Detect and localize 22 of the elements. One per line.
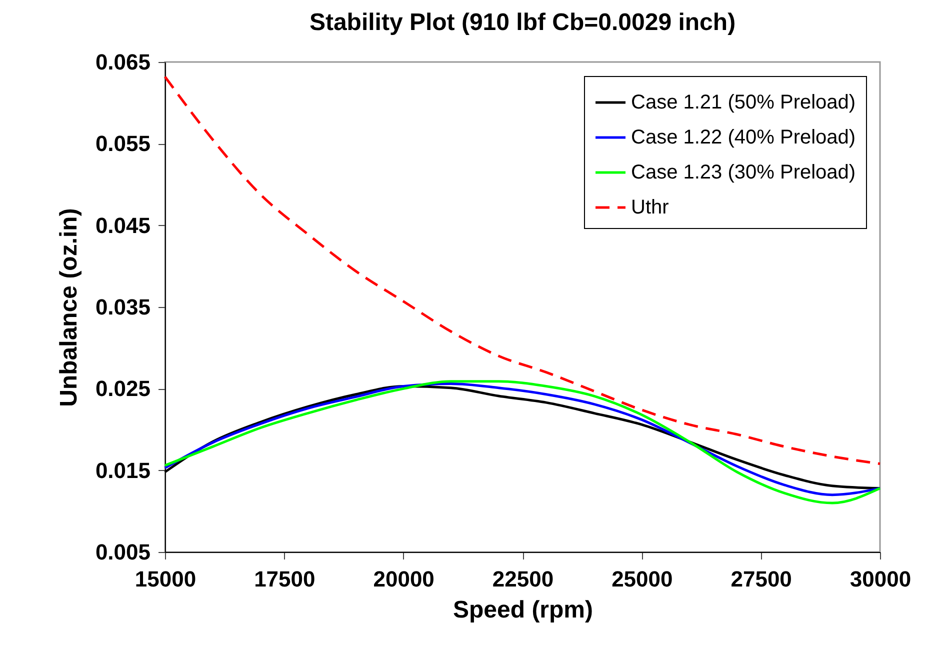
- x-tick-label: 15000: [134, 566, 196, 592]
- line-series: [164, 75, 882, 466]
- y-tick-label: 0.045: [95, 212, 150, 238]
- chart-title: Stability Plot (910 lbf Cb=0.0029 inch): [309, 9, 736, 36]
- legend-label: Case 1.21 (50% Preload): [631, 92, 856, 114]
- y-tick-label: 0.005: [95, 540, 150, 564]
- y-tick-label: 0.015: [95, 458, 150, 483]
- x-tick-label: 20000: [373, 566, 434, 592]
- y-tick-label: 0.065: [95, 50, 150, 74]
- x-tick-label: 25000: [612, 566, 673, 592]
- legend-label: Uthr: [631, 196, 670, 218]
- x-tick-label: 27500: [730, 566, 792, 592]
- y-tick-label: 0.025: [95, 376, 150, 402]
- legend-label: Case 1.22 (40% Preload): [631, 126, 856, 148]
- y-tick-label: 0.035: [95, 294, 150, 320]
- y-tick-label: 0.055: [95, 131, 150, 156]
- x-tick-label: 30000: [850, 566, 912, 592]
- y-axis-title: Unbalance (oz.in): [55, 208, 82, 407]
- legend-label: Case 1.23 (30% Preload): [631, 162, 856, 184]
- x-axis-title: Speed (rpm): [452, 596, 594, 624]
- x-tick-label: 22500: [492, 566, 554, 592]
- x-tick-label: 17500: [254, 566, 316, 592]
